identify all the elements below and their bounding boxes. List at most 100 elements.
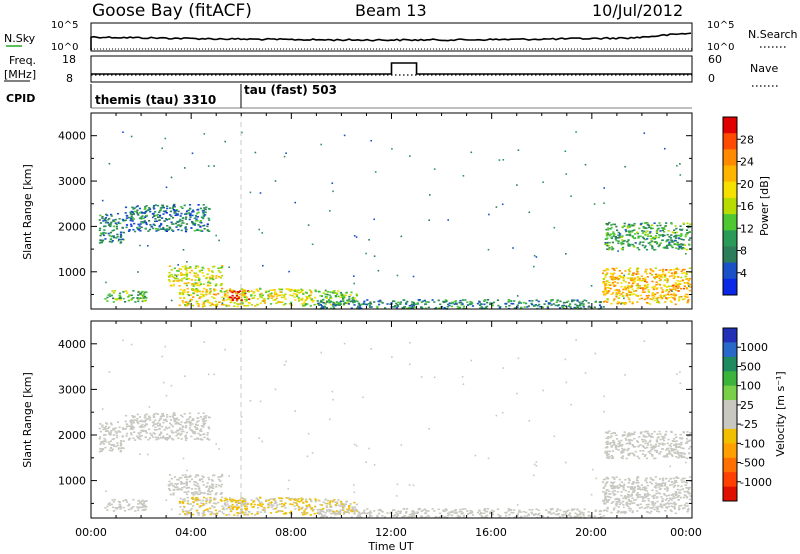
echo-cell — [675, 247, 678, 249]
echo-cell — [638, 488, 641, 490]
echo-cell — [210, 486, 213, 489]
echo-cell — [405, 303, 408, 305]
echo-cell — [203, 305, 206, 307]
echo-cell — [670, 245, 673, 247]
echo-cell — [656, 224, 659, 227]
echo-cell — [326, 293, 329, 296]
echo-cell — [525, 302, 528, 305]
echo-cell — [620, 481, 623, 483]
echo-cell — [198, 284, 201, 286]
echo-cell — [319, 513, 322, 515]
echo-cell — [166, 207, 169, 210]
echo-cell — [569, 512, 572, 514]
echo-cell — [613, 223, 616, 226]
echo-cell — [174, 274, 177, 276]
echo-cell — [627, 447, 630, 450]
echo-cell — [176, 280, 179, 282]
echo-cell — [245, 514, 248, 516]
echo-cell — [350, 291, 353, 294]
echo-cell — [565, 512, 568, 514]
echo-cell — [144, 295, 147, 298]
echo-cell — [274, 291, 277, 293]
echo-cell — [523, 306, 526, 308]
echo-cell — [479, 512, 482, 514]
echo-cell — [602, 269, 605, 272]
echo-cell — [106, 509, 109, 511]
echo-cell — [647, 435, 650, 437]
echo-cell — [631, 282, 635, 285]
echo-cell — [410, 512, 414, 515]
echo-cell — [296, 289, 299, 292]
echo-cell — [180, 229, 183, 232]
echo-cell — [202, 204, 205, 206]
echo-cell — [370, 348, 372, 350]
echo-cell — [636, 492, 639, 494]
echo-cell — [653, 446, 657, 449]
echo-cell — [187, 209, 190, 212]
echo-cell — [670, 510, 673, 513]
echo-cell — [208, 276, 211, 279]
echo-cell — [241, 288, 244, 290]
echo-cell — [121, 435, 124, 438]
echo-cell — [612, 501, 615, 503]
echo-cell — [634, 290, 638, 292]
echo-cell — [660, 294, 663, 297]
echo-cell — [186, 511, 189, 514]
echo-cell — [661, 273, 664, 276]
echo-cell — [175, 226, 178, 228]
echo-cell — [678, 299, 681, 302]
echo-cell — [605, 491, 608, 494]
echo-cell — [614, 498, 617, 501]
echo-cell — [136, 506, 139, 508]
echo-cell — [633, 454, 636, 457]
echo-cell — [688, 278, 691, 280]
echo-cell — [211, 271, 214, 273]
echo-cell — [638, 227, 641, 230]
echo-cell — [644, 238, 647, 241]
echo-cell — [300, 290, 303, 292]
echo-cell — [565, 514, 568, 516]
echo-cell — [198, 278, 201, 280]
echo-cell — [336, 501, 339, 503]
echo-cell — [287, 488, 289, 490]
echo-cell — [229, 288, 232, 290]
echo-cell — [652, 270, 655, 272]
echo-cell — [686, 281, 689, 284]
echo-cell — [262, 264, 264, 267]
echo-cell — [646, 283, 649, 286]
echo-cell — [448, 304, 451, 307]
echo-cell — [606, 248, 609, 250]
echo-cell — [676, 450, 679, 452]
echo-cell — [622, 288, 625, 291]
echo-cell — [152, 205, 156, 207]
echo-cell — [636, 477, 639, 480]
echo-cell — [244, 294, 247, 296]
echo-cell — [671, 275, 674, 277]
echo-cell — [405, 301, 408, 304]
echo-cell — [318, 508, 321, 511]
echo-cell — [309, 506, 312, 508]
echo-cell — [358, 304, 361, 306]
echo-cell — [176, 422, 180, 424]
echo-cell — [284, 298, 287, 300]
echo-cell — [348, 298, 351, 300]
echo-cell — [660, 484, 663, 487]
echo-cell — [180, 483, 183, 485]
echo-cell — [335, 513, 338, 515]
echo-cell — [195, 288, 198, 290]
echo-cell — [226, 291, 229, 294]
echo-cell — [627, 273, 630, 275]
echo-cell — [157, 229, 160, 231]
echo-cell — [324, 512, 327, 514]
echo-cell — [638, 486, 641, 489]
echo-cell — [367, 516, 370, 519]
echo-cell — [229, 299, 232, 301]
echo-cell — [231, 294, 234, 297]
echo-cell — [604, 276, 607, 278]
echo-cell — [376, 306, 379, 309]
echo-cell — [605, 282, 608, 285]
echo-cell — [214, 498, 217, 500]
echo-cell — [158, 424, 161, 427]
echo-cell — [650, 478, 653, 481]
echo-cell — [651, 280, 654, 283]
